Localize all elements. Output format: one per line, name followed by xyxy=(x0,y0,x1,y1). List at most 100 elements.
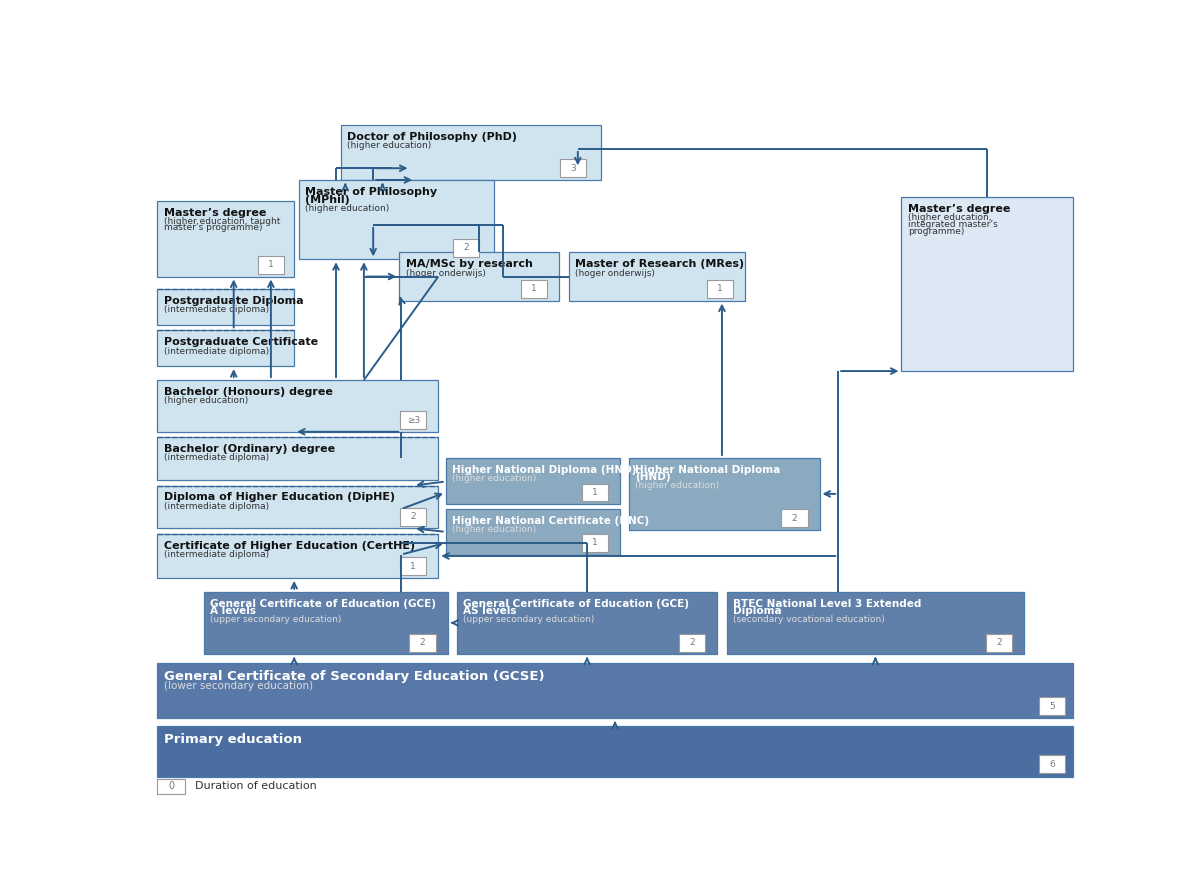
FancyBboxPatch shape xyxy=(409,634,436,652)
Text: 1: 1 xyxy=(592,488,598,497)
Text: 1: 1 xyxy=(718,284,722,294)
Text: (intermediate diploma): (intermediate diploma) xyxy=(164,502,269,511)
FancyBboxPatch shape xyxy=(901,197,1074,371)
FancyBboxPatch shape xyxy=(707,280,733,298)
Text: 1: 1 xyxy=(268,261,274,270)
FancyBboxPatch shape xyxy=(400,411,426,429)
FancyBboxPatch shape xyxy=(400,508,426,526)
Text: Postgraduate Certificate: Postgraduate Certificate xyxy=(164,337,318,348)
FancyBboxPatch shape xyxy=(157,201,294,277)
FancyBboxPatch shape xyxy=(569,253,745,301)
Text: master’s programme): master’s programme) xyxy=(164,223,263,232)
FancyBboxPatch shape xyxy=(400,253,559,301)
Text: (hoger onderwijs): (hoger onderwijs) xyxy=(406,269,486,278)
FancyBboxPatch shape xyxy=(157,727,1074,777)
Text: Postgraduate Diploma: Postgraduate Diploma xyxy=(164,296,304,306)
FancyBboxPatch shape xyxy=(157,663,1074,718)
Text: (intermediate diploma): (intermediate diploma) xyxy=(164,550,269,559)
Text: Bachelor (Ordinary) degree: Bachelor (Ordinary) degree xyxy=(164,444,335,453)
Text: 1: 1 xyxy=(532,284,536,294)
Text: programme): programme) xyxy=(908,227,965,236)
Text: Higher National Diploma: Higher National Diploma xyxy=(636,465,781,475)
FancyBboxPatch shape xyxy=(341,125,601,180)
Text: (higher education): (higher education) xyxy=(452,525,536,534)
Text: 1: 1 xyxy=(410,562,416,571)
FancyBboxPatch shape xyxy=(986,634,1012,652)
FancyBboxPatch shape xyxy=(521,280,547,298)
Text: Master of Research (MRes): Master of Research (MRes) xyxy=(575,259,744,270)
Text: 6: 6 xyxy=(1049,760,1055,769)
FancyBboxPatch shape xyxy=(1039,755,1066,773)
Text: General Certificate of Secondary Education (GCSE): General Certificate of Secondary Educati… xyxy=(164,670,545,683)
Text: Higher National Diploma (HND): Higher National Diploma (HND) xyxy=(452,465,637,475)
FancyBboxPatch shape xyxy=(157,486,438,529)
FancyBboxPatch shape xyxy=(679,634,706,652)
Text: Diploma of Higher Education (DipHE): Diploma of Higher Education (DipHE) xyxy=(164,493,395,503)
Text: 2: 2 xyxy=(792,513,797,522)
Text: Duration of education: Duration of education xyxy=(194,781,317,791)
FancyBboxPatch shape xyxy=(445,509,619,555)
FancyBboxPatch shape xyxy=(457,592,718,654)
FancyBboxPatch shape xyxy=(299,180,494,259)
Text: (intermediate diploma): (intermediate diploma) xyxy=(164,452,269,462)
Text: Higher National Certificate (HNC): Higher National Certificate (HNC) xyxy=(452,516,649,526)
Text: General Certificate of Education (GCE): General Certificate of Education (GCE) xyxy=(463,599,690,608)
FancyBboxPatch shape xyxy=(157,436,438,480)
FancyBboxPatch shape xyxy=(157,534,438,578)
FancyBboxPatch shape xyxy=(157,289,294,325)
Text: (higher education, taught: (higher education, taught xyxy=(164,217,281,226)
Text: (MPhil): (MPhil) xyxy=(305,194,350,205)
FancyBboxPatch shape xyxy=(781,509,808,527)
FancyBboxPatch shape xyxy=(727,592,1024,654)
FancyBboxPatch shape xyxy=(157,380,438,432)
FancyBboxPatch shape xyxy=(157,779,185,794)
Text: (upper secondary education): (upper secondary education) xyxy=(210,616,342,625)
Text: (intermediate diploma): (intermediate diploma) xyxy=(164,306,269,314)
Text: 2: 2 xyxy=(420,638,425,648)
Text: Primary education: Primary education xyxy=(164,733,302,746)
Text: General Certificate of Education (GCE): General Certificate of Education (GCE) xyxy=(210,599,437,608)
FancyBboxPatch shape xyxy=(204,592,448,654)
Text: ≥3: ≥3 xyxy=(407,416,420,425)
Text: (higher education): (higher education) xyxy=(452,474,536,483)
Text: Certificate of Higher Education (CertHE): Certificate of Higher Education (CertHE) xyxy=(164,541,415,551)
Text: (lower secondary education): (lower secondary education) xyxy=(164,681,313,691)
FancyBboxPatch shape xyxy=(1039,697,1066,715)
Text: A levels: A levels xyxy=(210,607,257,616)
Text: (higher education): (higher education) xyxy=(164,396,248,405)
Text: Master of Philosophy: Master of Philosophy xyxy=(305,187,438,197)
Text: 5: 5 xyxy=(1049,702,1055,711)
Text: (higher education,: (higher education, xyxy=(908,213,991,222)
FancyBboxPatch shape xyxy=(454,238,479,256)
FancyBboxPatch shape xyxy=(582,484,607,502)
Text: 0: 0 xyxy=(168,781,174,791)
Text: (higher education): (higher education) xyxy=(636,481,720,490)
Text: Diploma: Diploma xyxy=(733,607,781,616)
FancyBboxPatch shape xyxy=(400,557,426,575)
Text: AS levels: AS levels xyxy=(463,607,517,616)
Text: (upper secondary education): (upper secondary education) xyxy=(463,616,595,625)
Text: (secondary vocational education): (secondary vocational education) xyxy=(733,616,884,625)
Text: (hoger onderwijs): (hoger onderwijs) xyxy=(575,269,655,278)
Text: (higher education): (higher education) xyxy=(347,141,432,150)
FancyBboxPatch shape xyxy=(258,256,284,274)
FancyBboxPatch shape xyxy=(560,159,586,177)
FancyBboxPatch shape xyxy=(445,458,619,504)
Text: MA/MSc by research: MA/MSc by research xyxy=(406,259,533,270)
Text: integrated master’s: integrated master’s xyxy=(908,220,997,229)
Text: 2: 2 xyxy=(463,243,469,252)
Text: 3: 3 xyxy=(570,164,576,173)
Text: 2: 2 xyxy=(410,513,416,521)
FancyBboxPatch shape xyxy=(582,534,607,552)
Text: (higher education): (higher education) xyxy=(305,204,390,213)
Text: BTEC National Level 3 Extended: BTEC National Level 3 Extended xyxy=(733,599,922,608)
FancyBboxPatch shape xyxy=(629,458,820,530)
Text: 1: 1 xyxy=(592,538,598,547)
Text: Bachelor (Honours) degree: Bachelor (Honours) degree xyxy=(164,387,332,397)
Text: Master’s degree: Master’s degree xyxy=(164,208,266,218)
Text: Doctor of Philosophy (PhD): Doctor of Philosophy (PhD) xyxy=(347,132,517,142)
Text: Master’s degree: Master’s degree xyxy=(908,204,1010,214)
Text: (HND): (HND) xyxy=(636,472,671,482)
Text: 2: 2 xyxy=(689,638,695,648)
Text: (intermediate diploma): (intermediate diploma) xyxy=(164,347,269,356)
